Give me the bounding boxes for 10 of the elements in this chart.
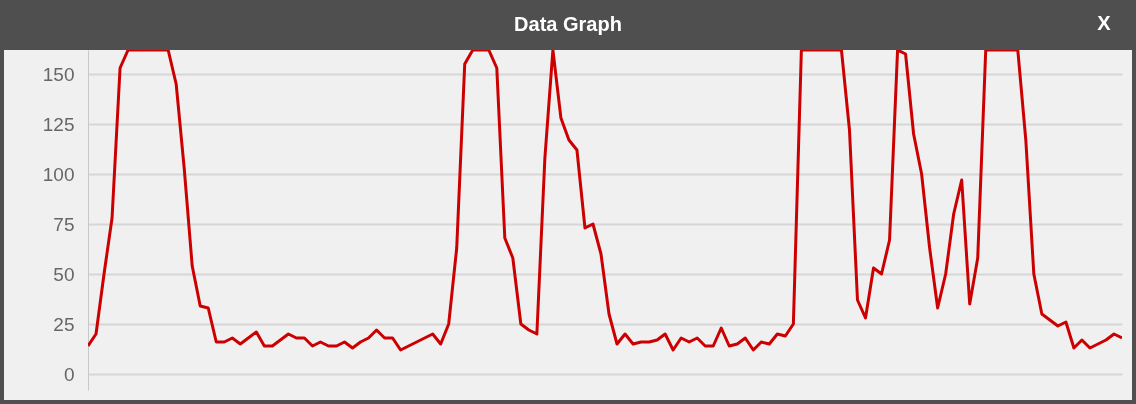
chart-title: Data Graph — [514, 13, 622, 35]
y-tick-label: 25 — [53, 313, 75, 335]
text: X — [1097, 12, 1112, 34]
line-series — [88, 50, 1122, 352]
y-tick-label: 125 — [42, 113, 75, 135]
y-tick-label: 100 — [42, 163, 75, 185]
y-tick-label: 50 — [53, 263, 75, 285]
y-tick-label: 75 — [53, 213, 75, 235]
y-tick-label: 150 — [42, 63, 75, 85]
y-tick-label: 0 — [63, 363, 75, 385]
